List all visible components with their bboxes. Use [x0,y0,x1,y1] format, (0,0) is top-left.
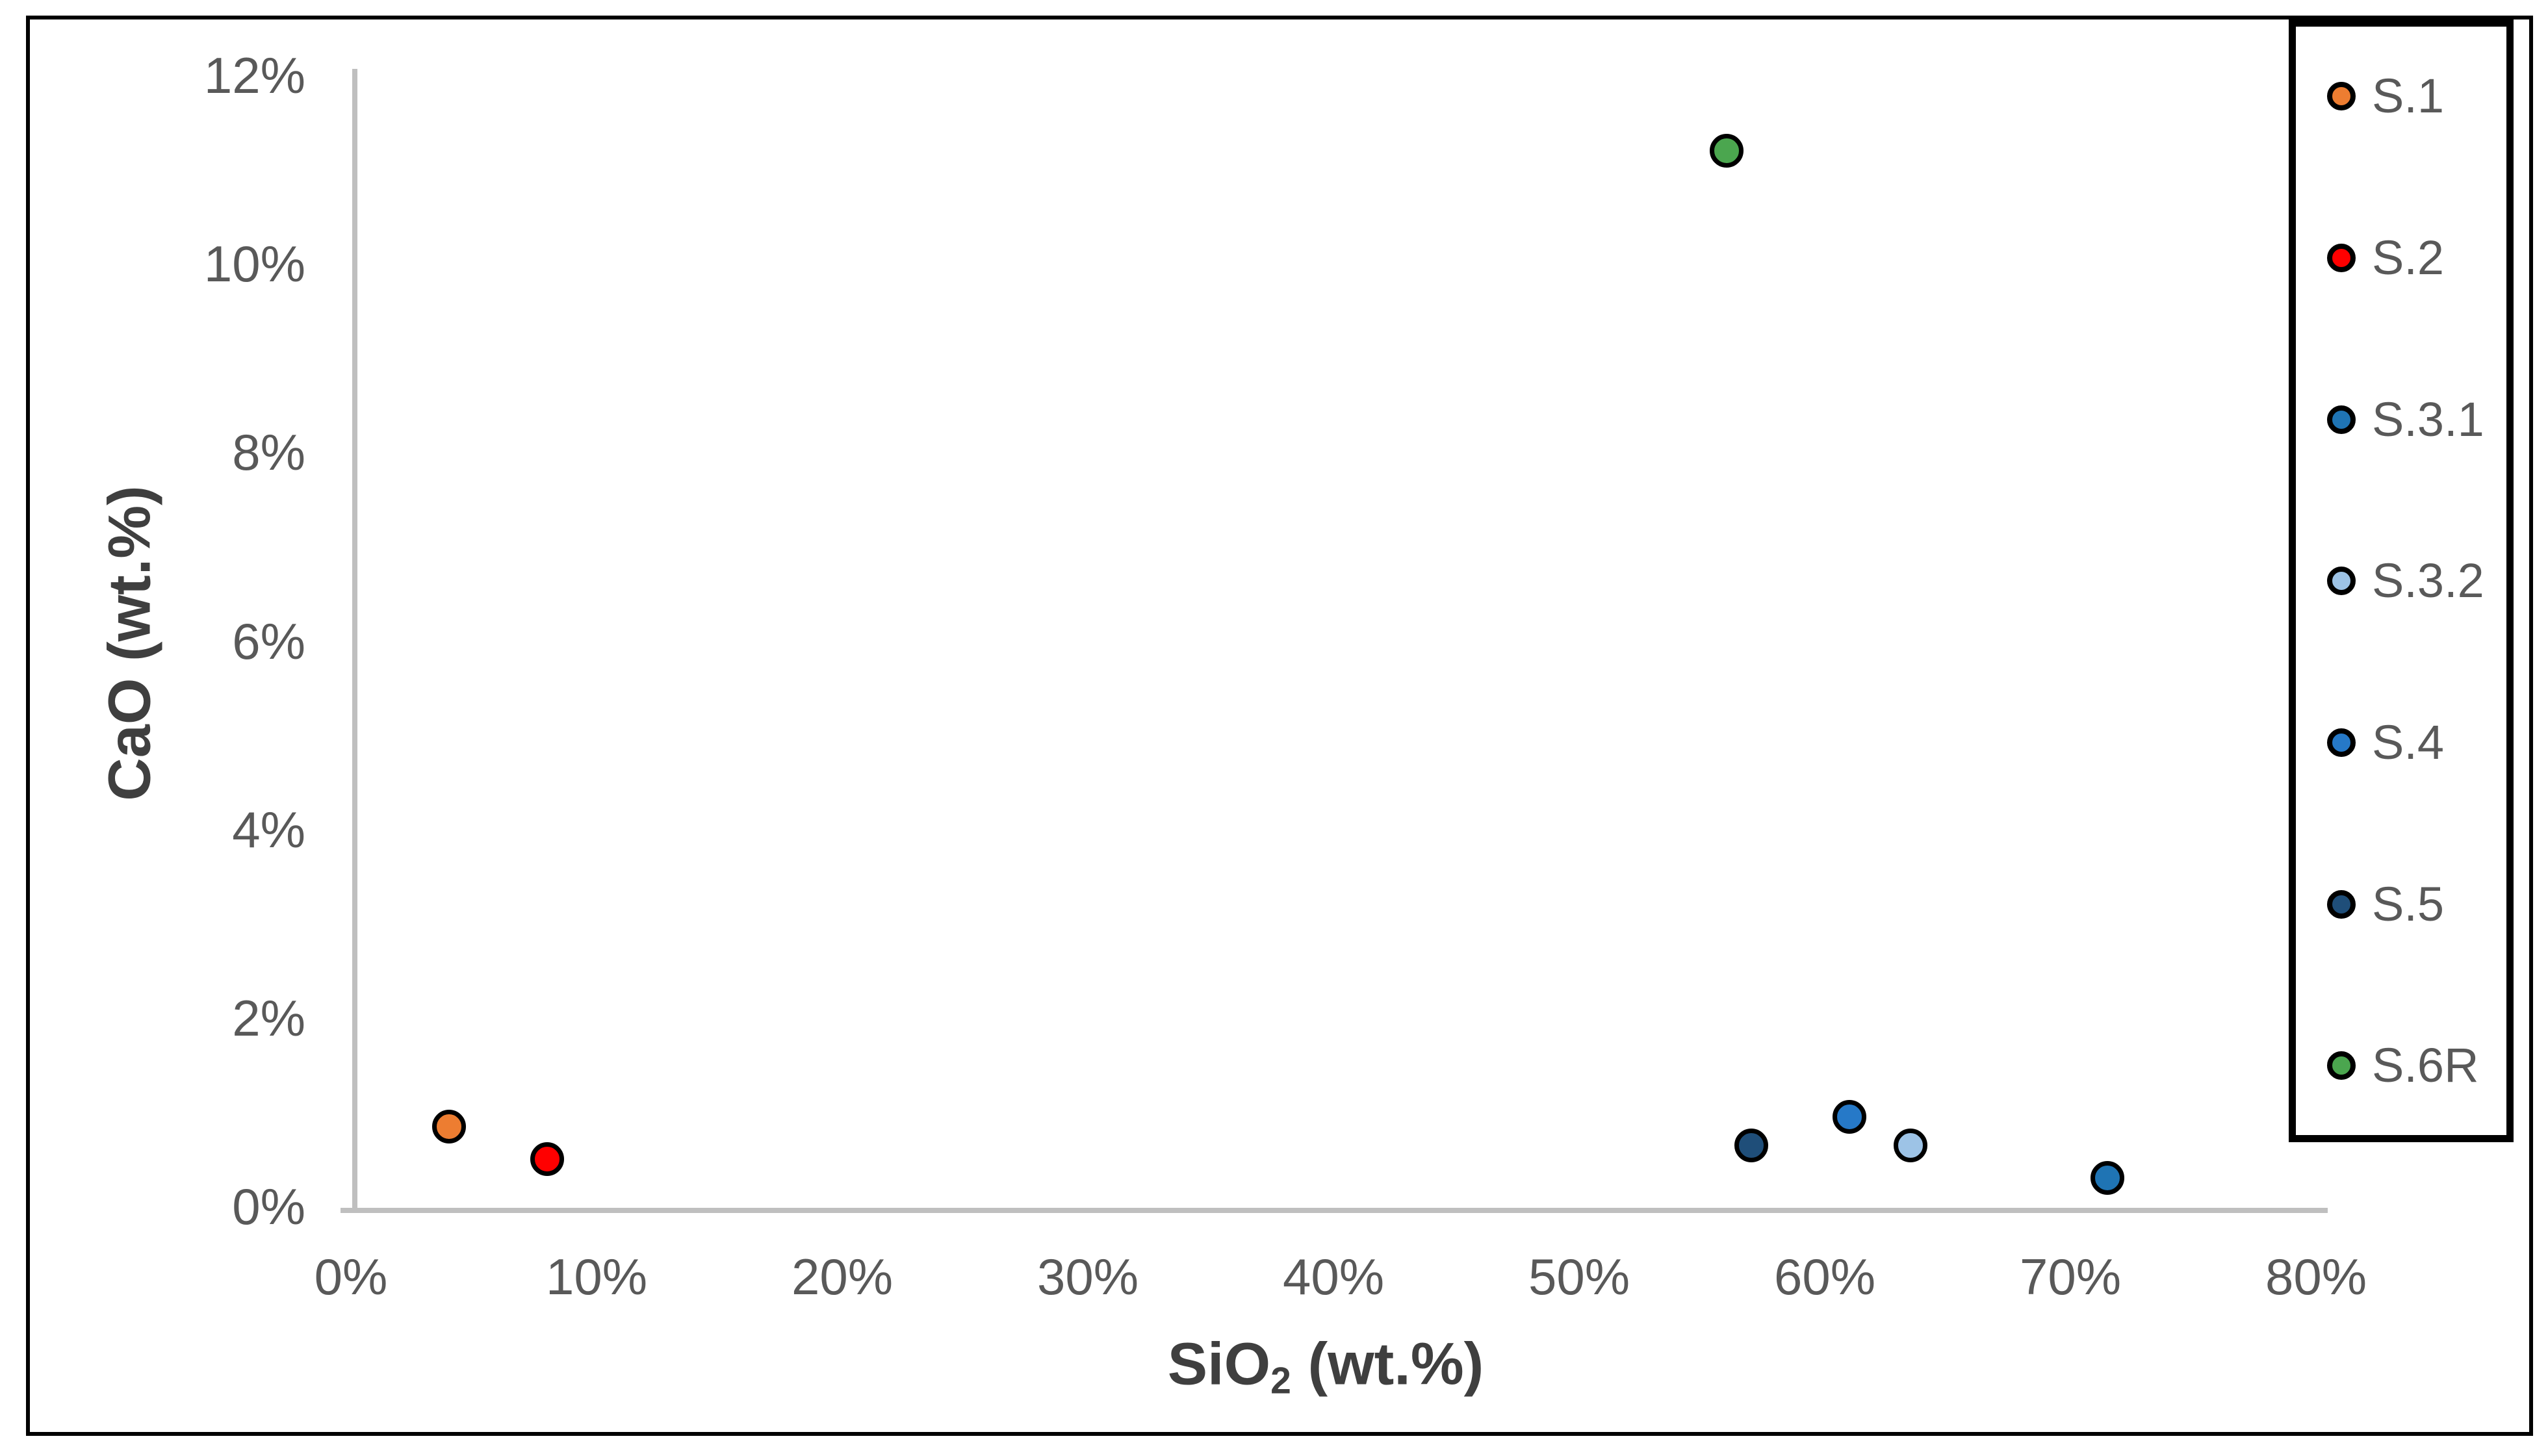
legend-item-S.1: S.1 [2327,70,2444,122]
x-tick-label: 40% [1282,1248,1385,1305]
legend-marker-icon [2327,82,2356,110]
legend-label: S.1 [2372,69,2445,123]
legend-marker-icon [2327,244,2356,272]
x-tick-label: 60% [1773,1248,1876,1305]
legend-label: S.2 [2372,231,2445,285]
y-tick-label: 6% [232,612,305,670]
y-tick-label: 10% [203,235,305,293]
legend-marker-icon [2327,728,2356,757]
legend-label: S.6R [2372,1038,2479,1092]
x-tick-label: 70% [2019,1248,2122,1305]
y-axis-title: CaO (wt.%) [96,485,163,801]
legend-item-S.2: S.2 [2327,232,2444,284]
legend-label: S.3.1 [2372,392,2484,446]
x-axis-title-suffix: (wt.%) [1291,1331,1484,1398]
x-tick-label: 80% [2265,1248,2367,1305]
legend-label: S.5 [2372,877,2445,931]
x-axis-title-subscript: 2 [1270,1360,1291,1402]
x-tick-label: 0% [314,1248,388,1305]
figure-frame [26,16,2533,1436]
legend-label: S.3.2 [2372,554,2484,607]
legend-marker-icon [2327,567,2356,595]
data-point-S.3.1 [2090,1161,2124,1195]
x-tick-label: 20% [791,1248,894,1305]
data-point-S.3.2 [1894,1128,1928,1162]
legend-label: S.4 [2372,715,2445,769]
data-point-S.4 [1832,1100,1866,1134]
y-tick-label: 4% [232,800,305,858]
legend-item-S.4: S.4 [2327,717,2444,769]
legend-marker-icon [2327,405,2356,434]
y-tick-label: 12% [203,47,305,105]
data-point-S.1 [432,1109,467,1143]
x-axis-title-prefix: SiO [1167,1331,1271,1398]
legend-marker-icon [2327,890,2356,919]
y-tick-label: 0% [232,1178,305,1235]
legend-item-S.5: S.5 [2327,878,2444,930]
legend-item-S.3.1: S.3.1 [2327,394,2484,446]
y-axis-line [352,69,357,1213]
legend: S.1 S.2 S.3.1 S.3.2 S.4 S.5 S.6R [2289,19,2514,1142]
x-axis-line [341,1208,2328,1213]
x-tick-label: 50% [1528,1248,1630,1305]
data-point-S.2 [530,1142,565,1177]
data-point-S.5 [1734,1128,1768,1162]
legend-item-S.3.2: S.3.2 [2327,555,2484,607]
x-tick-label: 30% [1036,1248,1139,1305]
legend-item-S.6R: S.6R [2327,1040,2479,1092]
legend-marker-icon [2327,1051,2356,1080]
x-tick-label: 10% [545,1248,648,1305]
x-axis-title: SiO2 (wt.%) [1167,1331,1484,1402]
data-point-S.6R [1709,134,1744,168]
y-tick-label: 2% [232,989,305,1047]
y-tick-label: 8% [232,424,305,481]
